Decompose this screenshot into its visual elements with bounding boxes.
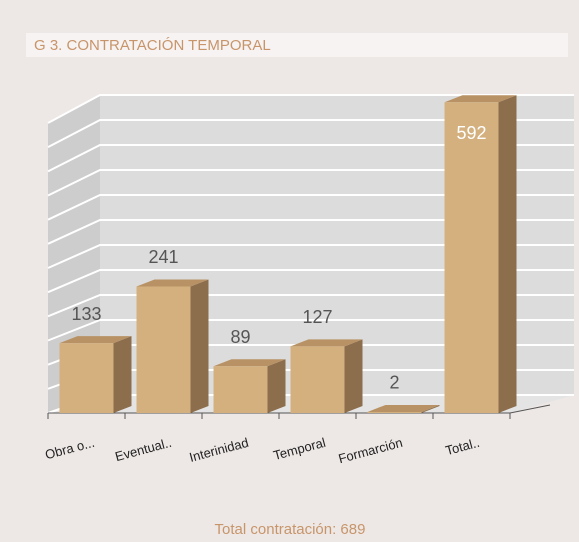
- bar: [59, 336, 132, 413]
- grid-line: [47, 144, 574, 173]
- grid-line: [47, 194, 574, 221]
- bar-side: [344, 339, 363, 413]
- bar-top: [59, 336, 132, 344]
- bar-top: [213, 359, 286, 367]
- bar-top: [290, 339, 363, 347]
- value-label: 133: [71, 304, 101, 324]
- footer: Total contratación: 689: [215, 521, 366, 538]
- bar-side: [267, 359, 286, 413]
- bar-top: [136, 279, 209, 287]
- bar-side: [113, 336, 132, 413]
- grid-line: [47, 269, 574, 294]
- grid-line: [47, 119, 574, 149]
- bar: [136, 279, 209, 413]
- bar-front: [213, 366, 268, 413]
- title-band: [26, 33, 568, 57]
- value-label: 127: [302, 307, 332, 327]
- value-label: 89: [230, 327, 250, 347]
- grid-line: [47, 294, 574, 318]
- bar-front: [290, 346, 345, 413]
- bar-front: [136, 286, 191, 413]
- grid-line: [47, 319, 574, 342]
- grid-line: [47, 169, 574, 197]
- bar-top: [444, 95, 517, 103]
- grid-line: [47, 244, 574, 269]
- side-wall: [48, 95, 100, 413]
- chart-title: G 3. CONTRATACIÓN TEMPORAL: [34, 37, 271, 54]
- value-label: 592: [456, 123, 486, 143]
- bar: [444, 95, 517, 413]
- bar-top: [367, 404, 440, 412]
- grid-line: [47, 219, 574, 245]
- x-axis-depth: [509, 404, 551, 414]
- bar-front: [59, 343, 114, 413]
- bar-front: [367, 411, 422, 413]
- bar: [290, 339, 363, 413]
- bar-side: [498, 95, 517, 413]
- value-label: 2: [389, 373, 399, 393]
- bar: [213, 359, 286, 413]
- grid-line: [47, 94, 574, 124]
- bar: [367, 404, 440, 413]
- bar-side: [421, 404, 440, 413]
- value-label: 241: [148, 247, 178, 267]
- bar-side: [190, 279, 209, 413]
- bar-front: [444, 102, 499, 413]
